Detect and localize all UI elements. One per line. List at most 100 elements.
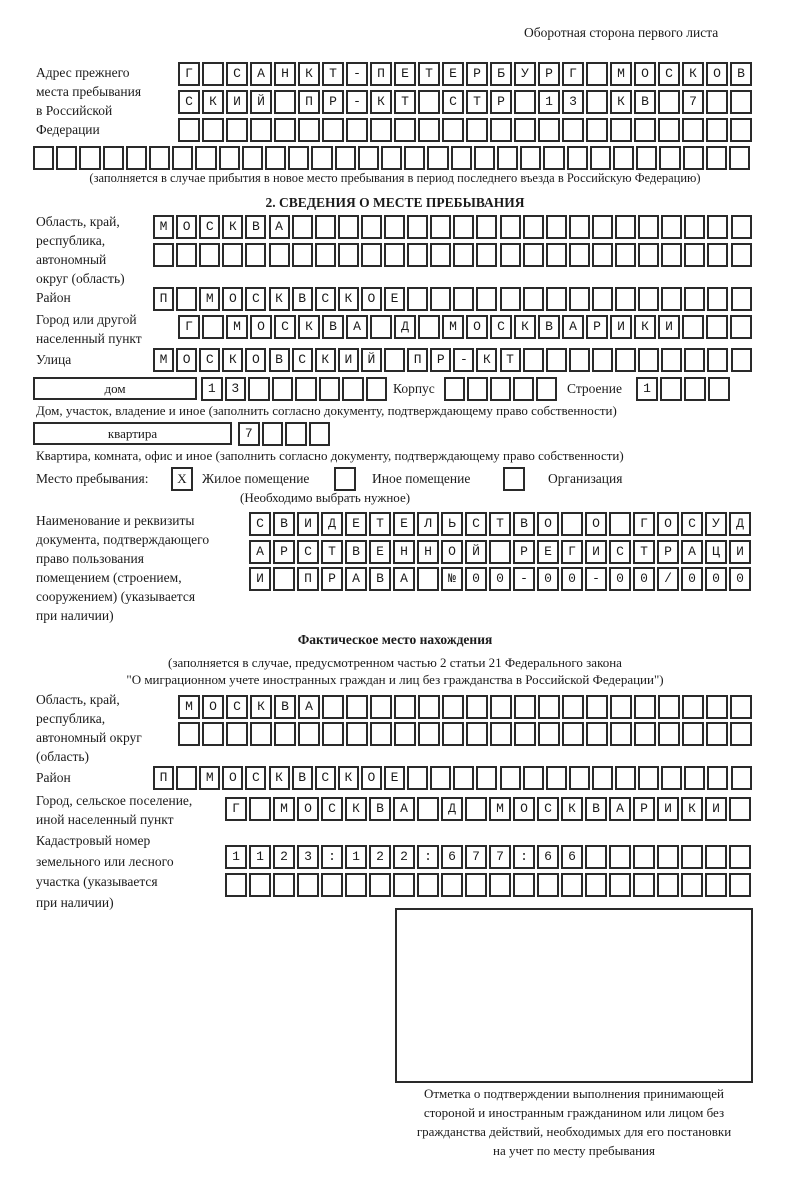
- char-box[interactable]: [370, 722, 392, 746]
- char-box[interactable]: [245, 348, 267, 372]
- char-box[interactable]: [102, 146, 124, 170]
- char-box[interactable]: [706, 722, 728, 746]
- char-box[interactable]: [442, 722, 464, 746]
- document-row-2[interactable]: АРСТВЕННОЙ РЕГИСТРАЦИ: [249, 540, 753, 564]
- char-box[interactable]: [249, 873, 271, 897]
- char-box[interactable]: [661, 766, 683, 790]
- char-box[interactable]: [633, 797, 655, 821]
- char-box[interactable]: [537, 540, 559, 564]
- char-box[interactable]: [706, 90, 728, 114]
- char-box[interactable]: [684, 348, 706, 372]
- char-box[interactable]: [321, 845, 343, 869]
- char-box[interactable]: [407, 766, 429, 790]
- char-box[interactable]: [545, 215, 567, 239]
- char-box[interactable]: [360, 348, 382, 372]
- char-box[interactable]: [633, 873, 655, 897]
- char-box[interactable]: [705, 512, 727, 536]
- char-box[interactable]: [730, 766, 752, 790]
- char-box[interactable]: [586, 90, 608, 114]
- char-box[interactable]: [418, 118, 440, 142]
- char-box[interactable]: [705, 797, 727, 821]
- char-box[interactable]: [430, 766, 452, 790]
- char-box[interactable]: [476, 766, 498, 790]
- residential-checkbox[interactable]: X: [171, 467, 193, 491]
- char-box[interactable]: [730, 243, 752, 267]
- char-box[interactable]: [538, 118, 560, 142]
- char-box[interactable]: [176, 215, 198, 239]
- char-box[interactable]: [384, 766, 406, 790]
- char-box[interactable]: [453, 243, 475, 267]
- char-box[interactable]: [322, 315, 344, 339]
- char-box[interactable]: [176, 348, 198, 372]
- char-box[interactable]: [297, 567, 319, 591]
- char-box[interactable]: [334, 146, 356, 170]
- char-box[interactable]: [394, 695, 416, 719]
- cadastral-row-1[interactable]: 1123:122:677:66: [225, 845, 753, 869]
- char-box[interactable]: [476, 215, 498, 239]
- char-box[interactable]: [705, 567, 727, 591]
- char-box[interactable]: [522, 348, 544, 372]
- char-box[interactable]: [489, 540, 511, 564]
- char-box[interactable]: [682, 118, 704, 142]
- char-box[interactable]: [417, 797, 439, 821]
- char-box[interactable]: [178, 315, 200, 339]
- char-box[interactable]: [199, 287, 221, 311]
- char-box[interactable]: [394, 62, 416, 86]
- char-box[interactable]: [297, 797, 319, 821]
- char-box[interactable]: [657, 540, 679, 564]
- other-premises-checkbox[interactable]: [334, 467, 356, 491]
- char-box[interactable]: [153, 243, 175, 267]
- char-box[interactable]: [250, 315, 272, 339]
- char-box[interactable]: [226, 315, 248, 339]
- char-box[interactable]: [298, 722, 320, 746]
- char-box[interactable]: [585, 873, 607, 897]
- char-box[interactable]: [394, 118, 416, 142]
- char-box[interactable]: [369, 797, 391, 821]
- char-box[interactable]: [337, 766, 359, 790]
- char-box[interactable]: [466, 695, 488, 719]
- region-row-2[interactable]: [153, 243, 754, 267]
- char-box[interactable]: [537, 797, 559, 821]
- char-box[interactable]: [514, 118, 536, 142]
- char-box[interactable]: [613, 146, 635, 170]
- char-box[interactable]: [562, 62, 584, 86]
- char-box[interactable]: [490, 695, 512, 719]
- char-box[interactable]: [250, 90, 272, 114]
- char-box[interactable]: [384, 287, 406, 311]
- char-box[interactable]: [661, 287, 683, 311]
- char-box[interactable]: [585, 512, 607, 536]
- char-box[interactable]: [346, 62, 368, 86]
- char-box[interactable]: [337, 287, 359, 311]
- char-box[interactable]: [195, 146, 217, 170]
- char-box[interactable]: [585, 797, 607, 821]
- char-box[interactable]: [274, 722, 296, 746]
- char-box[interactable]: [633, 567, 655, 591]
- char-box[interactable]: [499, 766, 521, 790]
- char-box[interactable]: [178, 695, 200, 719]
- char-box[interactable]: [681, 873, 703, 897]
- char-box[interactable]: [545, 766, 567, 790]
- char-box[interactable]: [222, 287, 244, 311]
- char-box[interactable]: [591, 766, 613, 790]
- char-box[interactable]: [609, 845, 631, 869]
- char-box[interactable]: [369, 873, 391, 897]
- char-box[interactable]: [369, 540, 391, 564]
- char-box[interactable]: [226, 118, 248, 142]
- char-box[interactable]: [311, 146, 333, 170]
- char-box[interactable]: [513, 845, 535, 869]
- char-box[interactable]: [178, 62, 200, 86]
- char-box[interactable]: [609, 540, 631, 564]
- char-box[interactable]: [393, 567, 415, 591]
- char-box[interactable]: [586, 315, 608, 339]
- char-box[interactable]: [657, 845, 679, 869]
- char-box[interactable]: [609, 512, 631, 536]
- char-box[interactable]: [245, 287, 267, 311]
- char-box[interactable]: [418, 62, 440, 86]
- char-box[interactable]: [489, 512, 511, 536]
- char-box[interactable]: [729, 797, 751, 821]
- char-box[interactable]: [615, 766, 637, 790]
- char-box[interactable]: [633, 540, 655, 564]
- char-box[interactable]: [538, 315, 560, 339]
- char-box[interactable]: [476, 287, 498, 311]
- char-box[interactable]: [520, 146, 542, 170]
